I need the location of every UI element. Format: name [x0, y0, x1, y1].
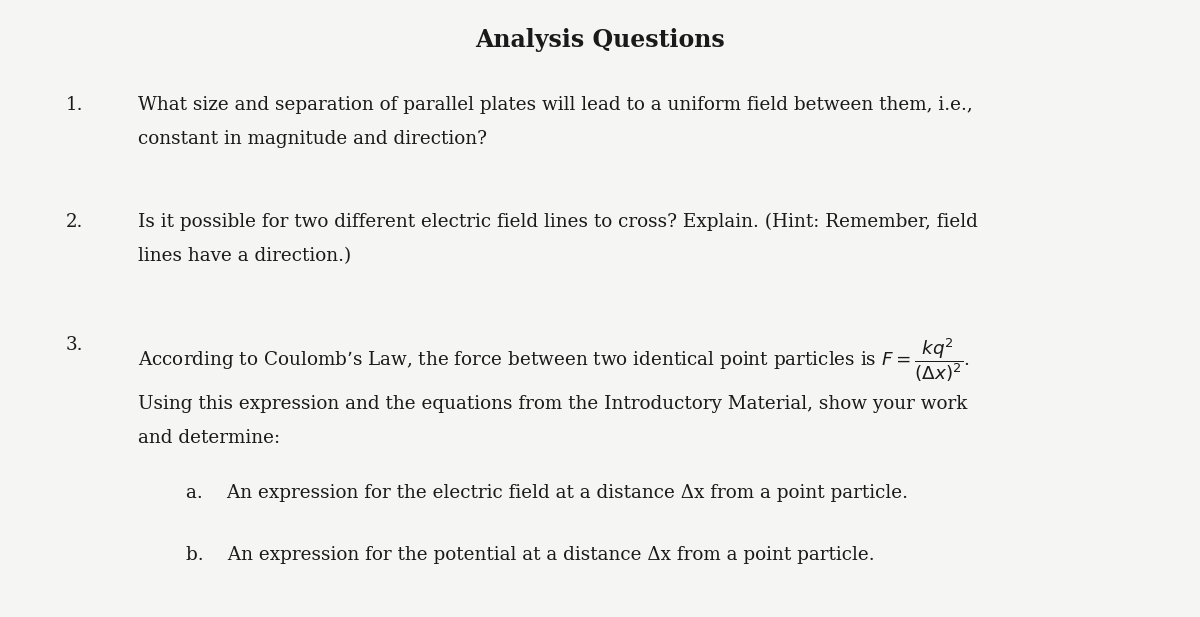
Text: and determine:: and determine: — [138, 429, 280, 447]
Text: lines have a direction.): lines have a direction.) — [138, 247, 352, 265]
Text: 3.: 3. — [66, 336, 84, 354]
Text: 2.: 2. — [66, 213, 83, 231]
Text: constant in magnitude and direction?: constant in magnitude and direction? — [138, 130, 487, 147]
Text: 1.: 1. — [66, 96, 84, 114]
Text: Is it possible for two different electric field lines to cross? Explain. (Hint: : Is it possible for two different electri… — [138, 213, 978, 231]
Text: What size and separation of parallel plates will lead to a uniform field between: What size and separation of parallel pla… — [138, 96, 973, 114]
Text: a.  An expression for the electric field at a distance Δx from a point particle.: a. An expression for the electric field … — [186, 484, 908, 502]
Text: b.  An expression for the potential at a distance Δx from a point particle.: b. An expression for the potential at a … — [186, 546, 875, 564]
Text: According to Coulomb’s Law, the force between two identical point particles is $: According to Coulomb’s Law, the force be… — [138, 336, 970, 384]
Text: Using this expression and the equations from the Introductory Material, show you: Using this expression and the equations … — [138, 395, 967, 413]
Text: Analysis Questions: Analysis Questions — [475, 28, 725, 52]
